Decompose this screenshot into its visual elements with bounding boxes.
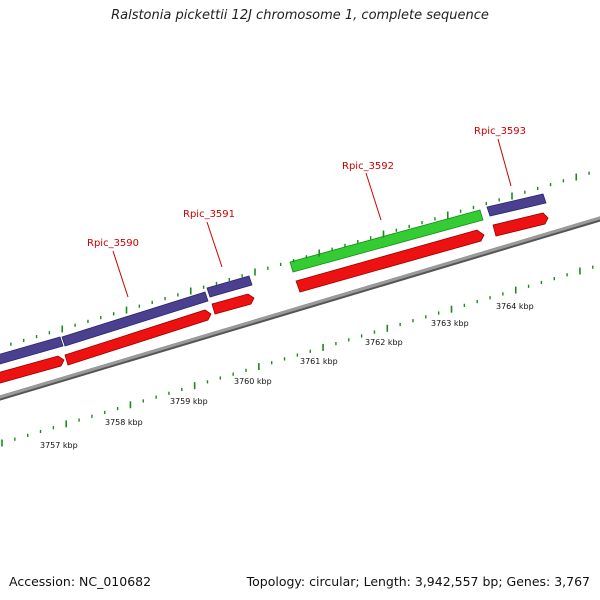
cds-arrow-rpic-3592[interactable]: [295, 229, 485, 293]
scale-label-3761: 3761 kbp: [300, 357, 338, 366]
scale-label-3762: 3762 kbp: [365, 338, 403, 347]
gene-bar-rpic-3593[interactable]: [486, 193, 547, 217]
gene-label-rpic-3590[interactable]: Rpic_3590: [87, 238, 139, 249]
chromosome-backbone: [0, 216, 600, 401]
scale-labels: 3757 kbp 3758 kbp 3759 kbp 3760 kbp 3761…: [40, 302, 534, 450]
gene-bar-rpic-3592[interactable]: [289, 209, 484, 273]
cds-arrow-rpic-3589[interactable]: [0, 355, 65, 385]
gene-labels: Rpic_3590 Rpic_3591 Rpic_3592 Rpic_3593: [87, 126, 526, 298]
gene-label-rpic-3593[interactable]: Rpic_3593: [474, 126, 526, 137]
cds-arrow-rpic-3593[interactable]: [492, 212, 549, 237]
map-title: Ralstonia pickettii 12J chromosome 1, co…: [111, 8, 489, 23]
scale-label-3759: 3759 kbp: [170, 397, 208, 406]
cds-arrow-rpic-3590[interactable]: [64, 309, 212, 366]
gene-bars-top: [0, 193, 547, 366]
cds-arrow-rpic-3591[interactable]: [211, 293, 255, 315]
scale-label-3757: 3757 kbp: [40, 441, 78, 450]
accession-text: Accession: NC_010682: [9, 574, 152, 589]
scale-tick-track: [1, 265, 594, 447]
gene-label-rpic-3592[interactable]: Rpic_3592: [342, 161, 394, 172]
cds-arrows: [0, 212, 549, 385]
scale-label-3763: 3763 kbp: [431, 319, 469, 328]
topology-summary-text: Topology: circular; Length: 3,942,557 bp…: [246, 574, 590, 589]
scale-label-3764: 3764 kbp: [496, 302, 534, 311]
gene-bar-rpic-3591[interactable]: [206, 275, 253, 298]
gene-bar-rpic-3590[interactable]: [61, 291, 209, 347]
upper-tick-track: [10, 171, 590, 346]
scale-label-3760: 3760 kbp: [234, 377, 272, 386]
scale-label-3758: 3758 kbp: [105, 418, 143, 427]
gene-label-rpic-3591[interactable]: Rpic_3591: [183, 209, 235, 220]
gene-bar-rpic-3589[interactable]: [0, 336, 64, 366]
